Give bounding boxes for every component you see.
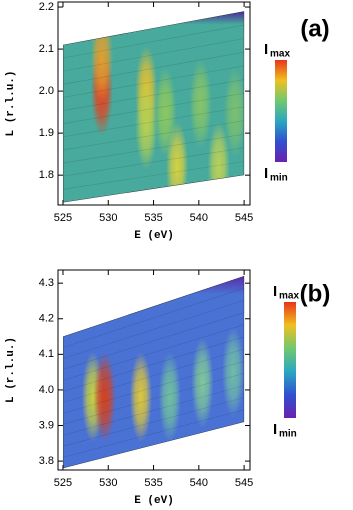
x-axis-label: E (eV) [134, 495, 174, 507]
y-tick-label: 3.9 [39, 419, 54, 431]
x-tick-label: 545 [235, 477, 253, 489]
x-tick-label: 525 [54, 212, 72, 224]
y-tick-label: 4.1 [39, 348, 54, 360]
y-tick-label: 2.2 [39, 1, 54, 13]
peak [158, 352, 181, 443]
peak [90, 12, 113, 103]
colorbar [275, 60, 287, 162]
y-tick-label: 1.9 [39, 127, 54, 139]
colorbar-min-label: I [273, 421, 277, 438]
x-tick-label: 545 [235, 212, 253, 224]
colorbar-min-sub: min [279, 429, 297, 440]
peak [189, 58, 212, 149]
y-axis-label: L (r.l.u.) [5, 70, 17, 136]
panel-label: (a) [300, 15, 329, 42]
y-tick-label: 3.8 [39, 455, 54, 467]
x-tick-label: 540 [190, 212, 208, 224]
y-tick-label: 4.3 [39, 277, 54, 289]
x-tick-label: 540 [190, 477, 208, 489]
peak [222, 327, 245, 418]
peak [129, 352, 152, 443]
peak [191, 337, 214, 428]
contour-map [62, 276, 245, 469]
panel-label: (b) [300, 280, 331, 307]
y-tick-label: 1.8 [39, 169, 54, 181]
y-tick-label: 2.0 [39, 85, 54, 97]
peak [224, 67, 245, 158]
x-tick-label: 535 [144, 477, 162, 489]
x-tick-label: 525 [54, 477, 72, 489]
colorbar-min-sub: min [270, 173, 288, 184]
y-tick-label: 4.2 [39, 313, 54, 325]
peak [93, 352, 116, 443]
colorbar-min-label: I [264, 165, 268, 182]
x-tick-label: 530 [99, 477, 117, 489]
peak [135, 79, 158, 170]
peak [166, 121, 189, 203]
colorbar-max-sub: max [279, 291, 299, 302]
y-tick-label: 2.1 [39, 43, 54, 55]
y-axis-label: L (r.l.u.) [5, 337, 17, 403]
colorbar-max-sub: max [270, 49, 290, 60]
x-tick-label: 535 [144, 212, 162, 224]
colorbar-max-label: I [264, 41, 268, 58]
colorbar-max-label: I [273, 283, 277, 300]
y-tick-label: 4.0 [39, 384, 54, 396]
x-axis-label: E (eV) [134, 230, 174, 242]
contour-map [62, 11, 245, 203]
edge-band [62, 276, 245, 377]
x-tick-label: 530 [99, 212, 117, 224]
colorbar [284, 302, 296, 418]
